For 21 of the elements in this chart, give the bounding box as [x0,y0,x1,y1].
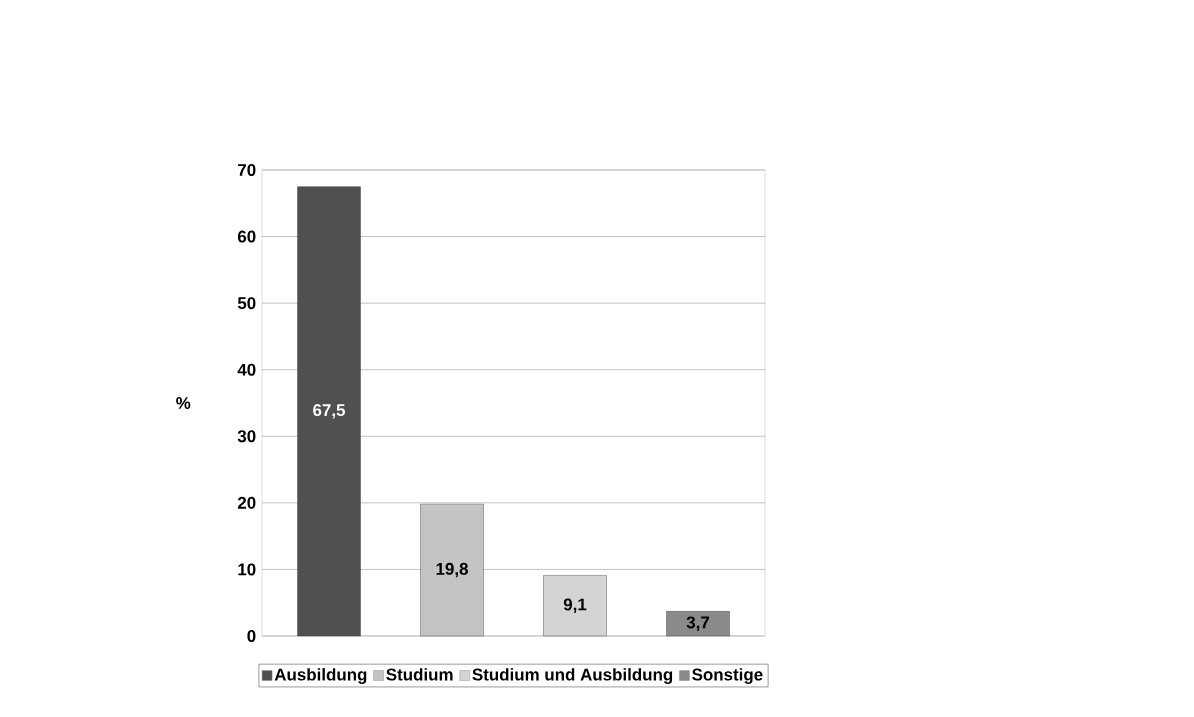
y-tick-label: 40 [237,363,256,376]
y-tick-label: 0 [247,629,256,642]
legend-label: Studium [386,668,453,681]
bar [420,503,484,637]
legend-label: Sonstige [692,668,763,684]
y-tick-label: 60 [237,230,256,243]
y-tick-label: 50 [237,297,256,310]
legend-label: Ausbildung [274,668,367,684]
y-tick-label: 70 [238,163,256,176]
data-label: 9,1 [563,598,587,613]
y-tick-label: 10 [238,563,256,576]
y-axis-title: % [176,397,191,409]
bar [543,575,607,637]
data-label: 19,8 [436,562,468,578]
y-tick-label: 30 [237,430,256,443]
bar [666,611,730,637]
legend-label: Studium und Ausbildung [472,668,673,684]
y-tick-label: 20 [237,496,256,509]
data-label: 67,5 [313,404,346,419]
bar [297,186,361,637]
data-label: 3,7 [686,616,710,631]
